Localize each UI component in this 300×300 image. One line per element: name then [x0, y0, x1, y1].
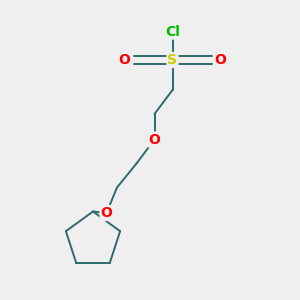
Text: O: O [148, 133, 160, 146]
Text: O: O [100, 206, 112, 220]
Text: O: O [214, 53, 226, 67]
Text: O: O [118, 53, 130, 67]
Text: S: S [167, 53, 178, 67]
Text: Cl: Cl [165, 25, 180, 38]
